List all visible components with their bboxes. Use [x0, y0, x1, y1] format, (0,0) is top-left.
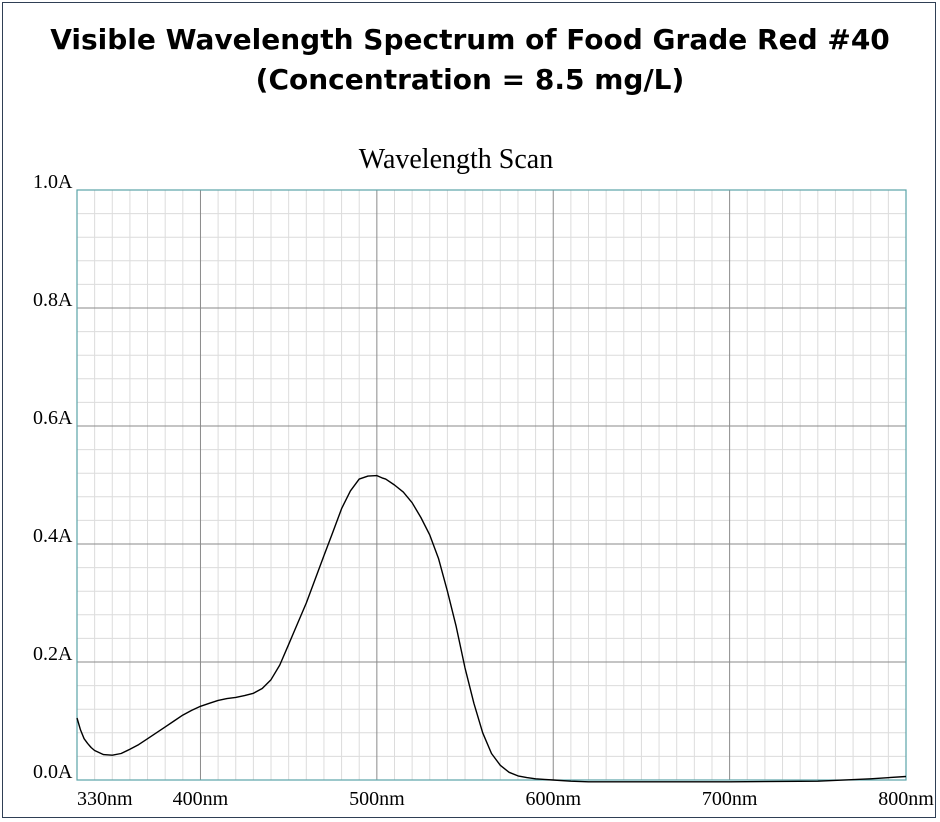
major-grid [77, 190, 906, 780]
series-line-0 [76, 474, 907, 783]
x-tick-label: 800nm [878, 788, 934, 810]
y-tick-label: 0.8A [33, 289, 73, 311]
series-layer [76, 474, 907, 783]
plot-area-border [76, 189, 907, 781]
x-tick-label: 600nm [525, 788, 581, 810]
x-tick-label: 330nm [77, 788, 133, 810]
x-axis-tick-labels: 330nm 400nm 500nm 600nm 700nm 800nm [77, 788, 934, 810]
figure-title-line2: (Concentration = 8.5 mg/L) [255, 63, 685, 96]
figure-title: Visible Wavelength Spectrum of Food Grad… [0, 20, 940, 100]
minor-grid [77, 190, 906, 780]
y-tick-label: 0.6A [33, 407, 73, 429]
y-tick-label: 0.0A [33, 761, 73, 783]
x-tick-label: 500nm [349, 788, 405, 810]
y-tick-label: 0.2A [33, 643, 73, 665]
y-axis-tick-labels: 1.0A 0.8A 0.6A 0.4A 0.2A 0.0A [33, 171, 73, 783]
chart-title: Wavelength Scan [359, 144, 553, 175]
y-tick-label: 0.4A [33, 525, 73, 547]
x-tick-label: 700nm [702, 788, 758, 810]
x-tick-label: 400nm [173, 788, 229, 810]
figure-title-line1: Visible Wavelength Spectrum of Food Grad… [50, 23, 890, 56]
y-tick-label: 1.0A [33, 171, 73, 193]
